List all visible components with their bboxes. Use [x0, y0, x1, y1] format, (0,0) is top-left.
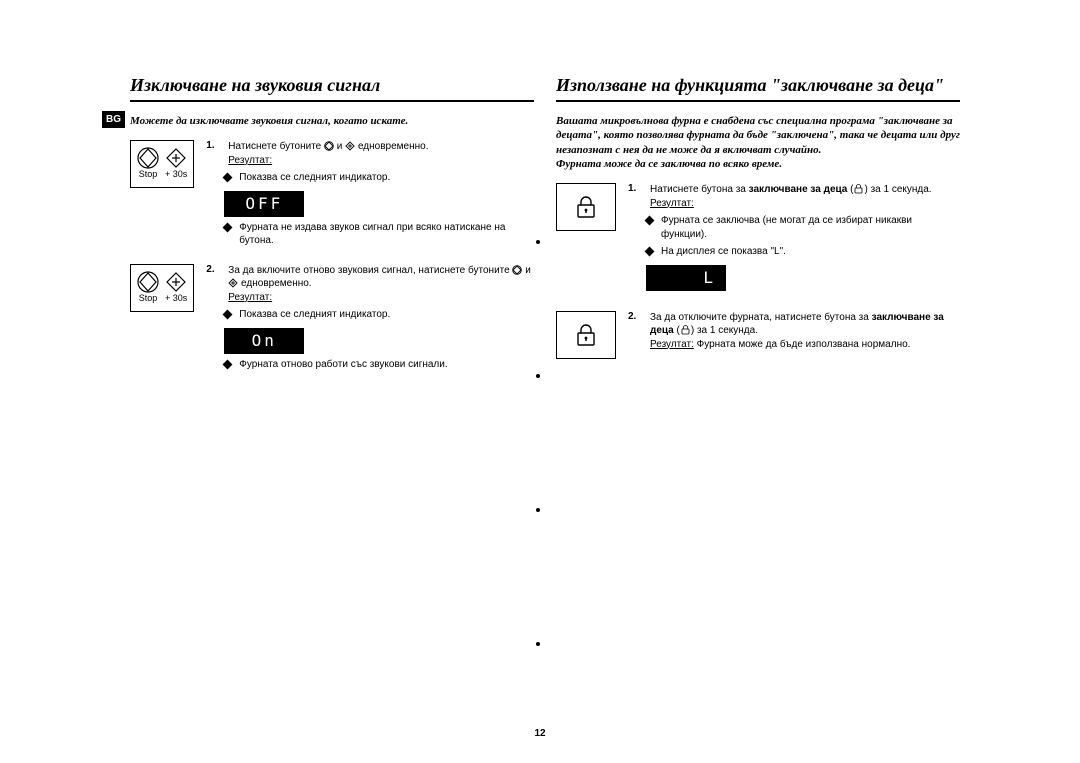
- left-step1-content: 1. Натиснете бутоните и едновременно. Ре…: [206, 140, 534, 248]
- step-body: Натиснете бутона за заключване за деца (…: [650, 183, 960, 210]
- lock-mini-icon: [680, 324, 691, 335]
- step-body: За да отключите фурната, натиснете бутон…: [650, 311, 960, 352]
- right-step-2: 2. За да отключите фурната, натиснете бу…: [556, 311, 960, 359]
- right-step2-content: 2. За да отключите фурната, натиснете бу…: [628, 311, 960, 359]
- lock-icon: [574, 322, 598, 348]
- result-label: Резултат:: [228, 155, 272, 166]
- binder-dots: [536, 240, 540, 646]
- display-on: On: [224, 328, 304, 354]
- page: BG Изключване на звуковия сигнал Можете …: [0, 0, 1080, 427]
- bullet: Показва се следният индикатор.: [224, 171, 534, 185]
- result-label: Резултат:: [650, 198, 694, 209]
- bullet: Фурната не издава звуков сигнал при всяк…: [224, 221, 534, 248]
- lock-mini-icon: [853, 183, 864, 194]
- diamond-bullet-icon: [645, 247, 655, 257]
- bullet: Показва се следният индикатор.: [224, 308, 534, 322]
- display-off: OFF: [224, 191, 304, 217]
- result-label: Резултат:: [650, 339, 694, 350]
- stop-mini-icon: [324, 141, 334, 151]
- dot-icon: [536, 374, 540, 378]
- right-step1-content: 1. Натиснете бутона за заключване за дец…: [628, 183, 960, 295]
- page-number: 12: [0, 728, 1080, 739]
- plus30-mini-icon: [345, 141, 355, 151]
- diamond-bullet-icon: [645, 216, 655, 226]
- language-tag: BG: [102, 111, 125, 128]
- right-step-1: 1. Натиснете бутона за заключване за дец…: [556, 183, 960, 295]
- left-column: BG Изключване на звуковия сигнал Можете …: [130, 75, 534, 387]
- step-number: 1.: [628, 183, 642, 210]
- left-intro: Можете да изключвате звуковия сигнал, ко…: [130, 114, 534, 128]
- right-column: Използване на функцията "заключване за д…: [556, 75, 960, 387]
- plus30-label: + 30s: [165, 293, 187, 303]
- step-number: 1.: [206, 140, 220, 167]
- stop-label: Stop: [139, 293, 158, 303]
- diamond-bullet-icon: [223, 359, 233, 369]
- diamond-bullet-icon: [223, 173, 233, 183]
- lock-box: [556, 311, 616, 359]
- display-L: L: [646, 265, 726, 291]
- right-intro: Вашата микровълнова фурна е снабдена със…: [556, 114, 960, 171]
- plus30-label: + 30s: [165, 169, 187, 179]
- diamond-bullet-icon: [223, 310, 233, 320]
- stop-mini-icon: [512, 265, 522, 275]
- button-box-stop-plus30: Stop + 30s: [130, 140, 194, 188]
- plus30-icon: [165, 147, 187, 169]
- result-label: Резултат:: [228, 292, 272, 303]
- bullet: На дисплея се показва "L".: [646, 245, 960, 259]
- right-heading: Използване на функцията "заключване за д…: [556, 75, 960, 102]
- lock-icon: [574, 194, 598, 220]
- left-heading: Изключване на звуковия сигнал: [130, 75, 534, 102]
- bullet: Фурната отново работи със звукови сигнал…: [224, 358, 534, 372]
- left-step-1: Stop + 30s 1. Натиснете бутоните и еднов…: [130, 140, 534, 248]
- left-step-2: Stop + 30s 2. За да включите отново звук…: [130, 264, 534, 372]
- step-body: За да включите отново звуковия сигнал, н…: [228, 264, 534, 305]
- stop-label: Stop: [139, 169, 158, 179]
- stop-icon: [137, 271, 159, 293]
- button-box-stop-plus30: Stop + 30s: [130, 264, 194, 312]
- bullet: Фурната се заключва (не могат да се изби…: [646, 214, 960, 241]
- lock-box: [556, 183, 616, 231]
- step-number: 2.: [628, 311, 642, 352]
- diamond-bullet-icon: [223, 222, 233, 232]
- dot-icon: [536, 240, 540, 244]
- step-number: 2.: [206, 264, 220, 305]
- plus30-icon: [165, 271, 187, 293]
- left-step2-content: 2. За да включите отново звуковия сигнал…: [206, 264, 534, 372]
- plus30-mini-icon: [228, 278, 238, 288]
- step-body: Натиснете бутоните и едновременно. Резул…: [228, 140, 534, 167]
- stop-icon: [137, 147, 159, 169]
- dot-icon: [536, 508, 540, 512]
- dot-icon: [536, 642, 540, 646]
